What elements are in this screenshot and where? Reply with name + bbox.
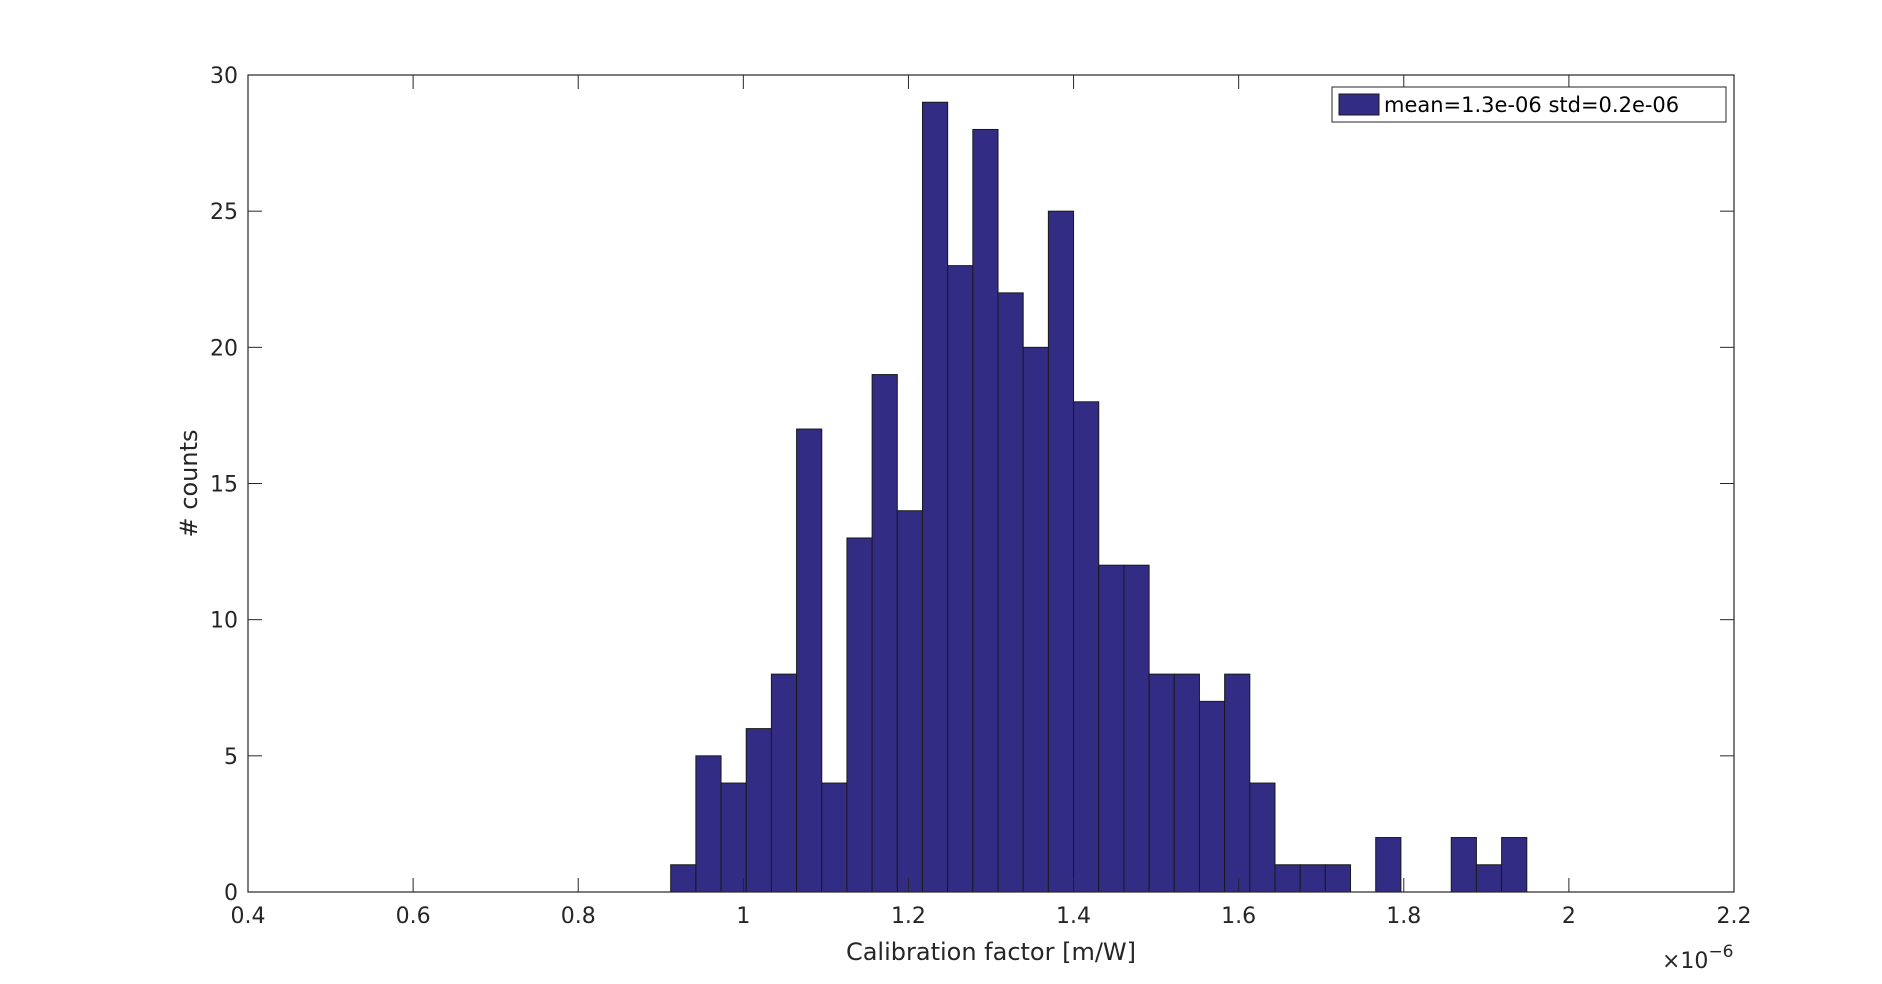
y-tick-label: 30 [210,64,238,89]
histogram-bar [1375,837,1402,893]
histogram-bar [1450,837,1477,893]
histogram-bar [1274,864,1301,893]
histogram-bar [1324,864,1352,893]
x-tick-label: 1.8 [1386,904,1421,929]
x-tick-label: 1.4 [1056,904,1091,929]
histogram-bar [1299,864,1326,893]
histogram-bar [796,428,823,893]
histogram-bar [972,128,999,893]
y-tick-label: 20 [210,336,238,361]
histogram-bar [670,864,697,893]
histogram-bar [997,292,1024,893]
legend-box [1331,86,1727,123]
y-tick-label: 10 [210,609,238,634]
x-multiplier-exponent: −6 [1708,942,1733,962]
histogram-bar [1198,700,1226,893]
histogram-bar [896,510,923,893]
histogram-bar [745,728,772,893]
y-axis-label: # counts [175,430,203,538]
x-ticks-group: 0.4 0.6 0.8 1 1.2 1.4 1.6 1.8 2 2.2 [231,75,1752,929]
histogram-bar [1475,864,1503,893]
x-tick-label: 1 [736,904,750,929]
x-tick-label: 1.6 [1221,904,1256,929]
histogram-bar [1047,210,1075,893]
bars-group [670,101,1528,893]
histogram-bar [1501,837,1528,893]
x-tick-label: 2 [1562,904,1576,929]
histogram-bar [1249,782,1276,893]
x-tick-label: 2.2 [1717,904,1752,929]
y-tick-label: 0 [224,881,238,906]
x-multiplier-base: ×10 [1662,949,1708,974]
y-tick-label: 25 [210,200,238,225]
histogram-bar [871,374,898,893]
histogram-bar [770,673,798,893]
histogram-bar [1098,564,1125,893]
histogram-bar [947,265,974,893]
histogram-bar [1073,401,1100,893]
histogram-bar [1123,564,1150,893]
histogram-bar [921,101,949,893]
y-tick-label: 5 [224,745,238,770]
x-multiplier-label: ×10−6 [1662,942,1734,974]
histogram-bar [720,782,747,893]
x-tick-label: 0.6 [396,904,431,929]
legend-label: mean=1.3e-06 std=0.2e-06 [1384,93,1679,117]
histogram-bar [1022,346,1049,893]
x-tick-label: 1.2 [891,904,926,929]
histogram-bar [695,755,722,893]
x-tick-label: 0.4 [231,904,266,929]
histogram-bar [821,782,848,893]
histogram-bar [1148,673,1175,893]
histogram-bar [1173,673,1200,893]
x-axis-label: Calibration factor [m/W] [846,938,1136,966]
histogram-bar [1224,673,1251,893]
legend-swatch [1338,93,1380,116]
y-tick-label: 15 [210,473,238,498]
x-tick-label: 0.8 [561,904,596,929]
legend: mean=1.3e-06 std=0.2e-06 [1331,86,1727,123]
histogram-bar [846,537,873,893]
y-ticks-group: 0 5 10 15 20 25 30 [210,64,1734,906]
